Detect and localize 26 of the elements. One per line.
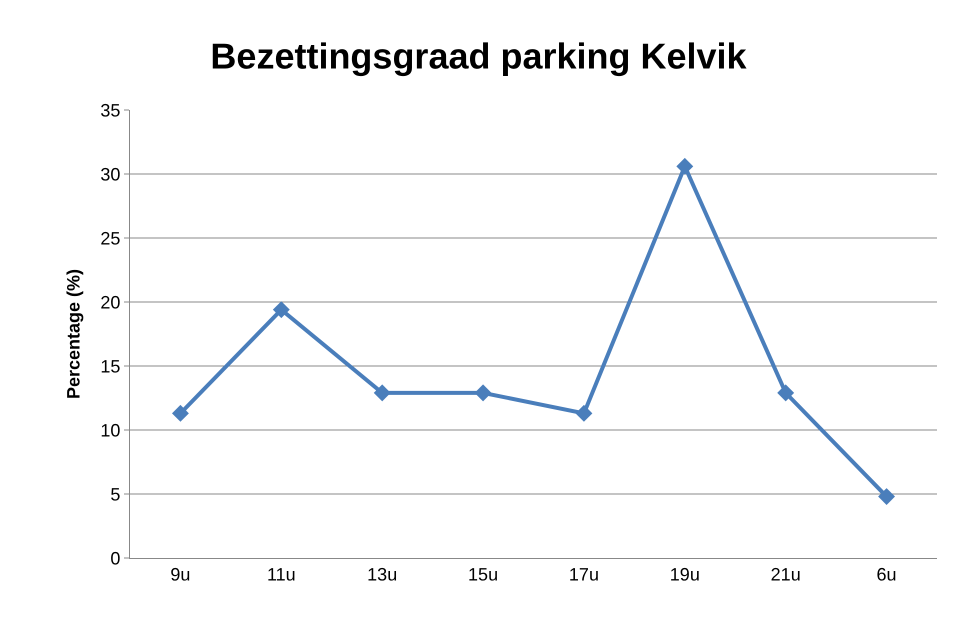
point [374, 384, 391, 402]
y-tick-label: 15 [100, 356, 120, 376]
point [676, 158, 694, 175]
point [172, 404, 189, 422]
y-axis-title: Percentage (%) [64, 268, 84, 400]
point [575, 404, 592, 422]
point [777, 384, 794, 402]
x-tick-label: 15u [468, 564, 498, 585]
y-tick-label: 0 [110, 548, 120, 568]
y-tick-label: 30 [100, 164, 120, 184]
x-tick-label: 9u [170, 564, 190, 585]
point [878, 488, 896, 506]
y-tick-label: 35 [100, 100, 120, 120]
x-tick-label: 13u [367, 564, 398, 585]
chart-title: Bezettingsgraad parking Kelvik [210, 35, 748, 76]
x-tick-label: 6u [876, 564, 897, 585]
x-tick-label: 11u [266, 564, 296, 585]
y-tick-label: 25 [100, 228, 120, 248]
x-tick-label: 21u [770, 564, 801, 585]
y-tick-label: 5 [110, 484, 120, 504]
y-tick-label: 20 [100, 292, 120, 312]
point [272, 301, 290, 318]
x-tick-label: 19u [670, 564, 700, 585]
y-tick-label: 10 [100, 420, 120, 440]
point [474, 384, 492, 402]
x-tick-label: 17u [568, 564, 599, 585]
